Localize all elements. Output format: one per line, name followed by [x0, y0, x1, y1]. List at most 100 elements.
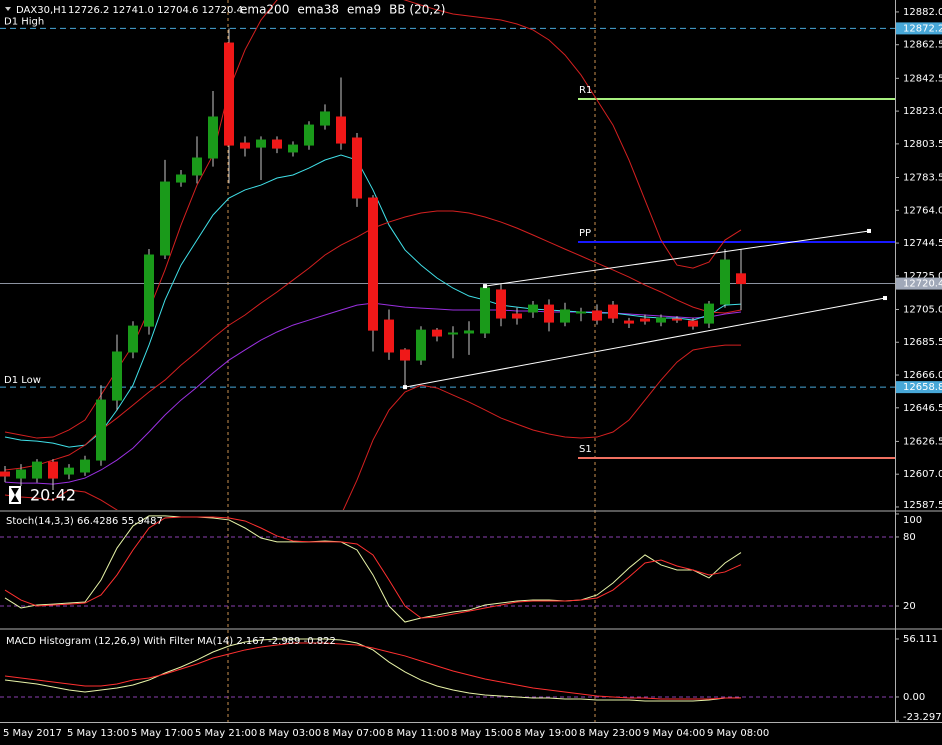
candle-body: [144, 254, 154, 327]
x-tick-label: 8 May 19:00: [515, 728, 577, 739]
candle-body: [256, 139, 266, 148]
candle-body: [368, 197, 378, 331]
y-tick-label: 12607.0: [903, 469, 942, 480]
pivot-name: PP: [579, 228, 591, 239]
x-tick-label: 8 May 11:00: [387, 728, 449, 739]
bar-timer: 20:42: [30, 486, 76, 505]
indicator-line: [4, 642, 741, 700]
candle-body: [96, 399, 106, 461]
candle-body: [448, 332, 458, 335]
candle-body: [480, 287, 490, 334]
x-tick-label: 9 May 08:00: [707, 728, 769, 739]
candle-body: [704, 303, 714, 324]
indicator-line: [4, 516, 742, 619]
x-tick-label: 5 May 13:00: [67, 728, 129, 739]
legend-entry: ema200: [240, 3, 289, 17]
y-tick-label: 12666.0: [903, 370, 942, 381]
candle-body: [672, 318, 682, 321]
candle-body: [224, 42, 234, 146]
candle-body: [496, 289, 506, 319]
x-tick-label: 8 May 07:00: [323, 728, 385, 739]
legend-entry: ema38: [297, 3, 339, 17]
main-panel: [0, 0, 895, 510]
y-tick-label: 12764.0: [903, 205, 942, 216]
candle-body: [336, 116, 346, 144]
candle-body: [320, 111, 330, 126]
trendline-handle: [403, 385, 407, 390]
indicator-line: [4, 344, 741, 510]
candle-body: [128, 325, 138, 353]
x-tick-label: 5 May 17:00: [131, 728, 193, 739]
stoch-panel: [0, 515, 895, 623]
level-box: [896, 381, 942, 394]
candle-body: [624, 320, 634, 324]
y-tick-label: 12685.5: [903, 337, 942, 348]
candle-body: [432, 329, 442, 337]
trendline-handle: [483, 284, 487, 289]
stoch-title: Stoch(14,3,3) 66.4286 55.9487: [6, 516, 163, 527]
candle-body: [112, 351, 122, 401]
indicator-line: [4, 0, 742, 439]
level-label: 12872.2: [903, 23, 942, 34]
x-tick-label: 5 May 21:00: [195, 728, 257, 739]
indicator-line: [4, 515, 742, 623]
y-tick-label: 12626.5: [903, 436, 942, 447]
y-tick-label: 12862.5: [903, 40, 942, 51]
candle-body: [32, 461, 42, 479]
x-tick-label: 8 May 15:00: [451, 728, 513, 739]
pivot-name: S1: [579, 444, 592, 455]
trendline-handle: [867, 228, 871, 233]
trendline: [404, 297, 886, 388]
y-tick-label: 20: [903, 601, 916, 612]
x-tick-label: 5 May 2017: [3, 728, 62, 739]
candle-body: [0, 471, 10, 477]
trendline: [484, 230, 870, 287]
candle-body: [720, 259, 730, 305]
x-tick-label: 8 May 03:00: [259, 728, 321, 739]
y-tick-label: 80: [903, 532, 916, 543]
y-tick-label: 12646.5: [903, 403, 942, 414]
candle-body: [656, 317, 666, 323]
candle-body: [352, 137, 362, 199]
candle-body: [608, 304, 618, 319]
y-tick-label: 0.00: [903, 692, 925, 703]
candle-body: [384, 319, 394, 353]
x-tick-label: 8 May 23:00: [579, 728, 641, 739]
candle-body: [592, 310, 602, 321]
candle-body: [544, 304, 554, 323]
macd-panel: [0, 638, 895, 702]
candle-body: [16, 469, 26, 479]
candle-body: [272, 139, 282, 149]
y-tick-label: 12803.5: [903, 139, 942, 150]
y-tick-label: 12705.0: [903, 304, 942, 315]
y-tick-label: 12823.0: [903, 106, 942, 117]
indicator-line: [4, 638, 742, 702]
x-tick-label: 9 May 04:00: [643, 728, 705, 739]
candle-body: [688, 320, 698, 327]
legend-entry: ema9: [347, 3, 381, 17]
y-tick-label: -23.297: [903, 712, 942, 723]
indicator-line: [4, 154, 742, 448]
candle-body: [416, 329, 426, 361]
candle-body: [208, 116, 218, 159]
candle-body: [192, 157, 202, 176]
candle-body: [560, 309, 570, 323]
candle-body: [160, 181, 170, 256]
y-tick-label: 12587.5: [903, 500, 942, 511]
y-tick-label: 12725.0: [903, 271, 942, 282]
level-label: 12658.8: [903, 382, 942, 393]
chart-title: DAX30,H1: [16, 5, 67, 16]
candle-body: [528, 304, 538, 313]
candle-body: [400, 349, 410, 361]
y-tick-label: 12882.0: [903, 7, 942, 18]
candle-body: [576, 311, 586, 314]
y-tick-label: 100: [903, 515, 922, 526]
ohlc-readout: 12726.2 12741.0 12704.6 12720.4: [68, 5, 243, 16]
candle-body: [512, 313, 522, 319]
y-tick-label: 12842.5: [903, 73, 942, 84]
macd-title: MACD Histogram (12,26,9) With Filter MA(…: [6, 636, 336, 647]
level-name: D1 Low: [4, 375, 41, 386]
candle-body: [464, 330, 474, 334]
